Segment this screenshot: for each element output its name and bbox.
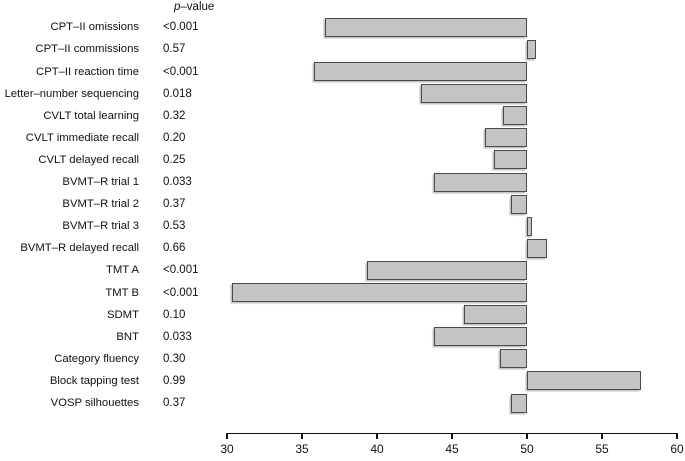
bar	[527, 216, 532, 236]
bar	[500, 349, 527, 369]
p-value-column-header: p–value	[174, 0, 214, 15]
category-label: CPT–II omissions	[50, 21, 139, 34]
p-value: 0.018	[163, 87, 192, 100]
category-label: VOSP silhouettes	[50, 397, 139, 409]
x-axis-tick-label: 55	[595, 442, 609, 456]
p-value-header-rest: –value	[180, 1, 215, 13]
category-label: CVLT total learning	[43, 109, 139, 122]
p-value: 0.37	[163, 198, 186, 211]
bar	[366, 260, 527, 280]
bar	[314, 62, 527, 81]
p-value: 0.99	[163, 374, 186, 387]
category-label: CPT–II commissions	[35, 43, 139, 56]
x-axis-tick	[676, 433, 678, 439]
bar	[527, 39, 536, 59]
p-value: 0.30	[163, 352, 186, 365]
bar	[494, 150, 527, 170]
category-label: CVLT delayed recall	[38, 153, 139, 166]
bar	[527, 238, 547, 258]
x-axis-tick	[526, 433, 528, 439]
category-label: SDMT	[106, 308, 139, 321]
category-label: Letter–number sequencing	[4, 87, 139, 100]
category-label: TMT A	[105, 264, 139, 277]
p-value: 0.53	[163, 220, 186, 233]
bar	[464, 305, 527, 325]
x-axis-tick	[226, 433, 228, 439]
bar	[324, 17, 527, 37]
category-label: BVMT–R trial 2	[62, 198, 139, 211]
p-value: 0.10	[163, 308, 186, 321]
bar	[485, 128, 527, 148]
p-value: 0.25	[163, 153, 186, 166]
bar	[510, 194, 527, 214]
category-label: CVLT immediate recall	[25, 131, 139, 144]
p-symbol: p	[174, 1, 181, 13]
p-value: <0.001	[163, 21, 199, 34]
x-axis-tick-label: 30	[220, 442, 234, 456]
p-value: 0.20	[163, 131, 186, 144]
category-label: TMT B	[105, 286, 139, 299]
x-axis-tick-label: 35	[295, 442, 309, 456]
p-value: <0.001	[163, 264, 199, 277]
category-label: BVMT–R delayed recall	[20, 242, 139, 255]
bar	[434, 327, 527, 347]
p-value: 0.033	[163, 330, 192, 343]
category-label: BVMT–R trial 3	[62, 220, 139, 233]
x-axis-tick	[376, 433, 378, 439]
category-label: BNT	[116, 330, 139, 343]
p-value: 0.66	[163, 242, 186, 255]
p-value: 0.37	[163, 397, 186, 409]
p-value: 0.033	[163, 176, 192, 188]
category-label: BVMT–R trial 1	[62, 176, 139, 188]
bar	[231, 283, 527, 302]
x-axis-tick	[301, 433, 303, 439]
x-axis-tick-label: 40	[370, 442, 384, 456]
bar	[527, 371, 641, 391]
category-label: CPT–II reaction time	[36, 65, 139, 78]
bar	[420, 84, 527, 104]
p-value: 0.57	[163, 43, 186, 56]
category-label: Block tapping test	[49, 374, 139, 387]
x-axis-tick	[601, 433, 603, 439]
x-axis-tick-label: 60	[670, 442, 684, 456]
category-label: Category fluency	[54, 352, 139, 365]
bar	[503, 106, 527, 126]
x-axis-tick-label: 45	[445, 442, 459, 456]
x-axis-tick-label: 50	[520, 442, 534, 456]
p-value: <0.001	[163, 65, 199, 78]
p-value: <0.001	[163, 286, 199, 299]
p-value: 0.32	[163, 109, 186, 122]
bar	[434, 172, 527, 192]
bar	[510, 393, 527, 413]
x-axis-tick	[451, 433, 453, 439]
